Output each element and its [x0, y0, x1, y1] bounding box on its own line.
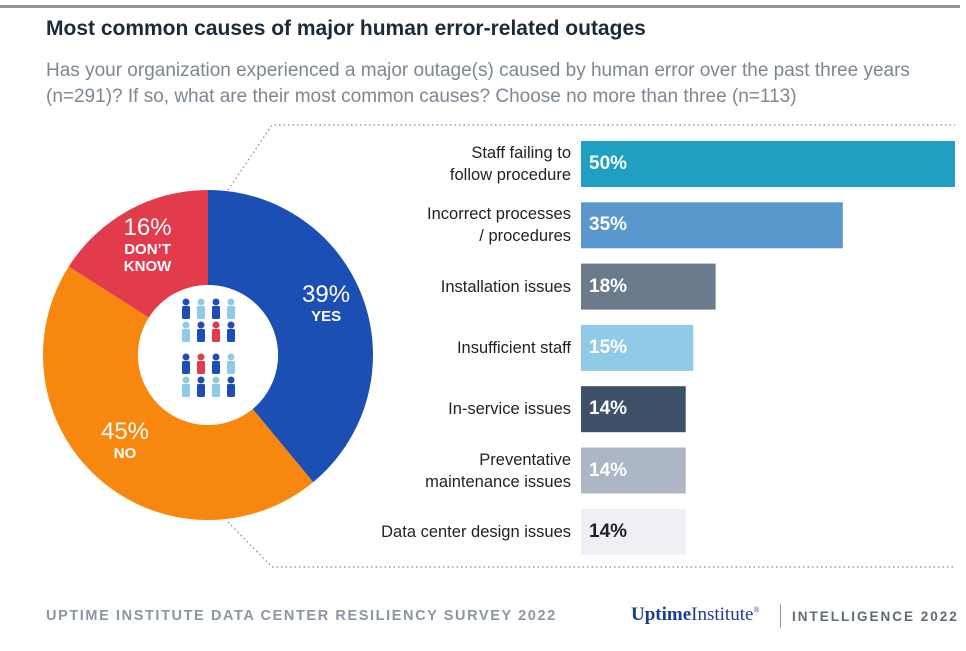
person-icon	[212, 306, 220, 319]
person-icon	[227, 298, 235, 306]
value-label: 50%	[589, 153, 628, 174]
person-icon	[182, 361, 190, 374]
bar	[581, 263, 716, 310]
brand-name: Institute	[691, 604, 754, 625]
person-icon	[212, 361, 220, 374]
person-icon	[227, 306, 235, 319]
bar	[581, 447, 686, 494]
pie-value-label: 39%	[302, 281, 351, 309]
product: INTELLIGENCE 2022	[792, 609, 959, 624]
value-label: 14%	[589, 398, 628, 420]
person-icon	[212, 321, 220, 329]
pie-label: 45% NO	[65, 418, 185, 463]
bar	[581, 386, 686, 433]
bar	[581, 508, 686, 555]
pie-slice	[68, 190, 209, 318]
category-label: Staff failing to follow procedure	[449, 144, 571, 184]
subtitle: Has your organization experienced a majo…	[46, 60, 910, 107]
bar	[581, 141, 955, 187]
pie-category: NO	[113, 445, 137, 463]
bar	[581, 324, 694, 371]
person-icon	[227, 361, 235, 374]
person-icon	[182, 298, 190, 306]
person-icon	[197, 353, 205, 361]
person-icon	[227, 384, 235, 397]
person-icon	[197, 306, 205, 319]
person-icon	[227, 321, 235, 329]
person-icon	[227, 376, 235, 384]
category-label: Preventative maintenance issues	[425, 450, 571, 491]
source: UPTIME INSTITUTE DATA CENTER RESILIENCY …	[46, 608, 557, 624]
person-icon	[197, 321, 205, 329]
pie-hole	[138, 285, 278, 425]
person-icon	[182, 376, 190, 384]
category-label: Installation issues	[440, 277, 571, 296]
pie-value-label: 45%	[100, 418, 150, 446]
person-icon	[197, 329, 205, 342]
person-icon	[182, 306, 190, 319]
pie-label: 39% YES	[266, 281, 386, 326]
person-icon	[182, 353, 190, 361]
pie-category: DON’T KNOW	[123, 241, 172, 276]
category-label: In-service issues	[448, 400, 571, 419]
person-icon	[197, 361, 205, 374]
category-label: Incorrect processes / procedures	[427, 205, 571, 246]
person-icon	[212, 298, 220, 306]
pie-value-label: 16%	[123, 214, 172, 242]
connector	[227, 124, 955, 568]
chart	[43, 124, 955, 568]
person-icon	[197, 384, 205, 397]
category-label: Data center design issues	[381, 522, 571, 541]
value-label: 18%	[589, 275, 628, 297]
separator	[780, 604, 781, 628]
category-label: Insufficient staff	[456, 338, 571, 357]
pie-slice	[208, 190, 373, 483]
value-label: 15%	[589, 336, 628, 358]
pie-category: YES	[311, 308, 342, 326]
person-icon	[227, 329, 235, 342]
brand-mark: ®	[753, 605, 760, 615]
pie-label: 16% DON’T KNOW	[88, 214, 208, 276]
title: Most common causes of major human error-…	[46, 17, 646, 40]
value-label: 14%	[589, 459, 628, 481]
bar	[581, 202, 843, 249]
person-icon	[212, 376, 220, 384]
person-icon	[197, 376, 205, 384]
person-icon	[212, 329, 220, 342]
brand-bold: Uptime	[631, 604, 692, 625]
person-icon	[182, 321, 190, 329]
person-icon	[182, 329, 190, 342]
value-label: 35%	[589, 214, 628, 236]
value-label: 14%	[589, 520, 628, 542]
top-rule	[0, 5, 960, 8]
person-icon	[212, 353, 220, 361]
person-icon	[212, 384, 220, 397]
person-icon	[197, 298, 205, 306]
pie-slice	[43, 266, 314, 520]
brand: UptimeInstitute®	[631, 604, 760, 626]
person-icon	[182, 384, 190, 397]
person-icon	[227, 353, 235, 361]
